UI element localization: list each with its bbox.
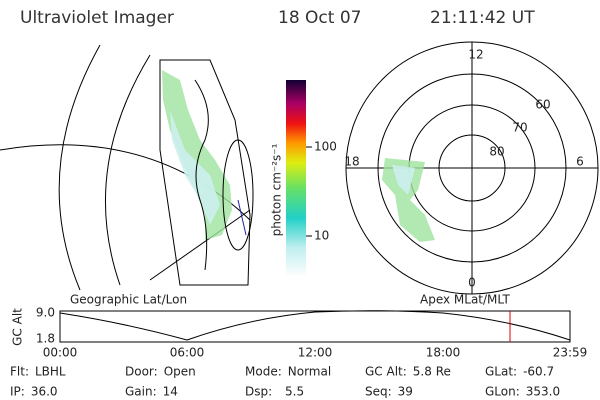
date: 18 Oct 07 [278, 8, 361, 28]
footer-label: IP: [10, 385, 25, 399]
mlt-label: 18 [344, 155, 359, 169]
colorbar-tick-label: 10 [314, 229, 329, 243]
panel-label: Apex MLat/MLT [420, 293, 510, 307]
geographic-map [0, 44, 254, 291]
footer-label: Seq: [365, 385, 392, 399]
time-tick-label: 06:00 [170, 346, 205, 360]
altitude-tick-label: 9.0 [36, 306, 55, 320]
altitude-curve [59, 310, 571, 341]
footer-label: Gain: [125, 385, 157, 399]
mlt-label: 0 [468, 276, 476, 290]
footer-label: GC Alt: [365, 365, 407, 379]
mlat-label: 80 [489, 145, 504, 159]
footer-value: Normal [288, 365, 331, 379]
footer-value: 5.5 [285, 385, 304, 399]
colorbar [286, 80, 306, 277]
footer-label: Dsp: [245, 385, 272, 399]
time-tick-label: 00:00 [43, 346, 78, 360]
panel-label: Geographic Lat/Lon [70, 293, 187, 307]
altitude-tick-label: 1.8 [36, 332, 55, 346]
altitude-plot [59, 310, 571, 343]
footer-value: 353.0 [526, 385, 560, 399]
colorbar-tick-label: 100 [314, 140, 337, 154]
altitude-axis-label: GC Alt [11, 308, 25, 346]
polar-plot [345, 41, 599, 295]
colorbar-label: photon cm⁻²s⁻¹ [270, 143, 284, 236]
footer-value: 5.8 Re [413, 365, 451, 379]
footer-value: Open [164, 365, 196, 379]
footer-value: -60.7 [523, 365, 554, 379]
footer-label: GLat: [485, 365, 517, 379]
time-tick-label: 12:00 [298, 346, 333, 360]
time-tick-label: 18:00 [426, 346, 461, 360]
footer: Flt: LBHL Door: Open Mode: Normal GC Alt: 5.8 R… [10, 365, 560, 399]
time: 21:11:42 UT [430, 8, 535, 28]
mlat-label: 70 [512, 121, 527, 135]
mlt-label: 12 [468, 48, 483, 62]
footer-value: LBHL [35, 365, 66, 379]
footer-value: 36.0 [31, 385, 58, 399]
footer-label: GLon: [485, 385, 520, 399]
footer-label: Mode: [245, 365, 282, 379]
mlt-label: 6 [576, 155, 584, 169]
footer-value: 14 [163, 385, 178, 399]
footer-value: 39 [398, 385, 413, 399]
footer-label: Door: [125, 365, 158, 379]
footer-label: Flt: [10, 365, 29, 379]
mlat-label: 60 [535, 98, 550, 112]
time-tick-label: 23:59 [553, 346, 588, 360]
instrument-title: Ultraviolet Imager [20, 8, 174, 28]
